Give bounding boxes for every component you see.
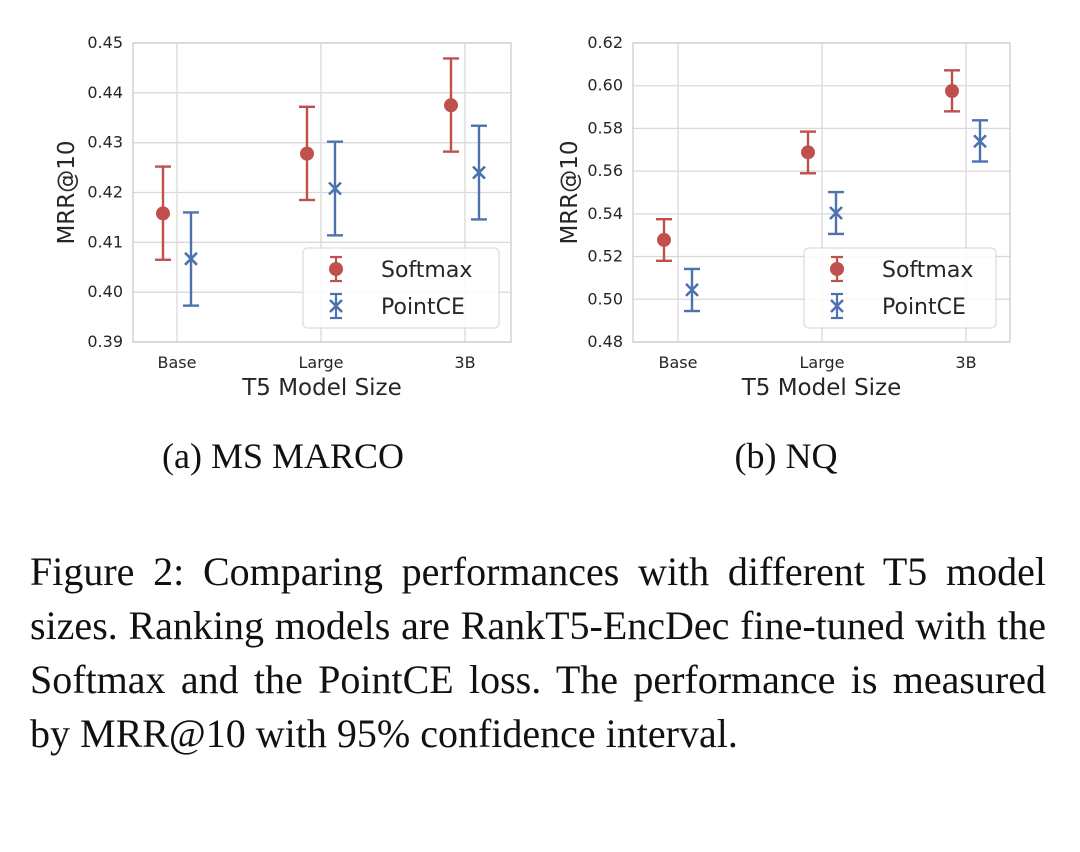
subcaption: (b) NQ bbox=[735, 436, 838, 476]
y-tick-label: 0.41 bbox=[87, 232, 123, 251]
legend-label: PointCE bbox=[882, 295, 966, 320]
legend-marker bbox=[329, 262, 343, 276]
series-pointce bbox=[684, 119, 988, 313]
series-pointce bbox=[183, 124, 487, 307]
y-tick-label: 0.54 bbox=[587, 204, 623, 223]
series-softmax bbox=[155, 57, 459, 261]
chart-panel-2: 0.48 0.50 0.52 0.54 0.56 0.58 0.60 0.62 Base Larg… bbox=[557, 33, 1011, 476]
y-tick-label: 0.60 bbox=[587, 76, 623, 95]
figure: 0.39 0.40 0.41 0.42 0.43 0.44 0.45 Base Large 3B T… bbox=[54, 33, 1011, 476]
legend: Softmax PointCE bbox=[803, 247, 997, 329]
plot-frame bbox=[132, 42, 512, 343]
y-tick-label: 0.43 bbox=[87, 133, 123, 152]
data-point bbox=[328, 181, 342, 196]
legend-item-pointce: PointCE bbox=[329, 292, 465, 320]
legend-marker bbox=[329, 299, 343, 313]
data-point bbox=[444, 98, 458, 113]
y-tick-label: 0.62 bbox=[587, 33, 623, 52]
legend-marker bbox=[830, 262, 844, 276]
data-point bbox=[829, 206, 843, 220]
y-tick-label: 0.42 bbox=[87, 183, 123, 202]
chart-panel-1: 0.39 0.40 0.41 0.42 0.43 0.44 0.45 Base Large 3B T… bbox=[54, 33, 512, 476]
y-tick-label: 0.39 bbox=[87, 332, 123, 351]
y-tick-label: 0.50 bbox=[587, 289, 623, 308]
y-tick-label: 0.52 bbox=[587, 247, 623, 266]
legend-item-pointce: PointCE bbox=[830, 292, 966, 320]
data-point bbox=[685, 282, 699, 297]
figure-caption: Figure 2: Comparing performances with di… bbox=[30, 549, 1046, 756]
x-axis-label: T5 Model Size bbox=[741, 375, 902, 401]
data-point bbox=[973, 134, 987, 149]
y-tick-label: 0.45 bbox=[87, 33, 123, 52]
plot-frame bbox=[632, 42, 1011, 343]
y-tick-label: 0.56 bbox=[587, 161, 623, 180]
x-tick-label: Large bbox=[799, 353, 844, 372]
x-tick-label: Base bbox=[158, 353, 197, 372]
data-point bbox=[156, 206, 170, 221]
legend-label: Softmax bbox=[381, 258, 472, 283]
legend-marker bbox=[830, 299, 844, 313]
data-point bbox=[300, 146, 314, 161]
data-point bbox=[945, 84, 959, 99]
data-point bbox=[657, 232, 671, 247]
x-axis-label: T5 Model Size bbox=[241, 375, 402, 401]
y-tick-label: 0.48 bbox=[587, 332, 623, 351]
y-axis-label: MRR@10 bbox=[54, 140, 80, 244]
x-tick-label: 3B bbox=[955, 353, 976, 372]
legend-item-softmax: Softmax bbox=[329, 255, 472, 283]
legend: Softmax PointCE bbox=[302, 247, 500, 329]
series-softmax bbox=[656, 69, 960, 263]
y-tick-label: 0.58 bbox=[587, 118, 623, 137]
x-tick-label: Large bbox=[298, 353, 343, 372]
y-axis-label: MRR@10 bbox=[557, 140, 583, 244]
y-tick-label: 0.44 bbox=[87, 83, 123, 102]
legend-label: PointCE bbox=[381, 295, 465, 320]
data-point bbox=[801, 145, 815, 160]
subcaption: (a) MS MARCO bbox=[162, 436, 404, 476]
x-tick-label: Base bbox=[659, 353, 698, 372]
data-point bbox=[184, 251, 198, 266]
legend-box bbox=[803, 247, 997, 329]
legend-item-softmax: Softmax bbox=[830, 255, 973, 283]
legend-label: Softmax bbox=[882, 258, 973, 283]
y-tick-label: 0.40 bbox=[87, 282, 123, 301]
legend-box bbox=[302, 247, 500, 329]
data-point bbox=[472, 165, 486, 180]
x-tick-label: 3B bbox=[454, 353, 475, 372]
